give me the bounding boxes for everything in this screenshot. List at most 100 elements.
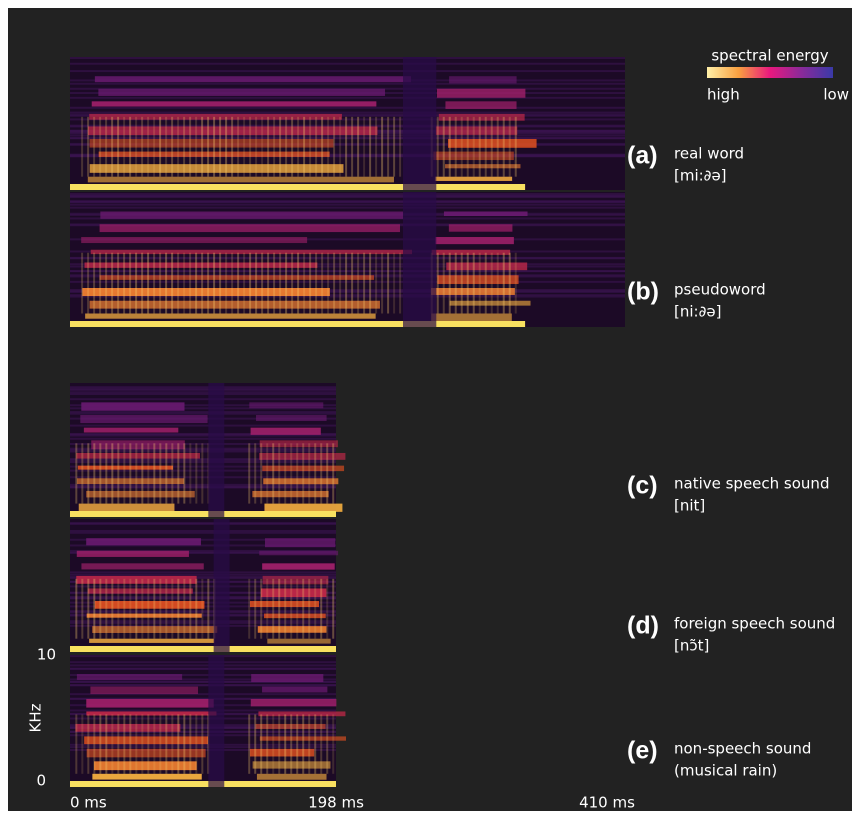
noise-band [70,206,625,209]
striation [460,252,463,314]
silence [208,655,225,787]
striation [309,116,312,177]
striation [375,116,378,177]
noise-band [70,265,625,268]
formant [259,736,347,741]
striation [339,116,342,177]
striation [141,443,144,504]
striation [105,578,108,639]
striation [177,714,180,774]
striation [308,443,311,504]
striation [284,443,287,504]
formant [262,575,329,585]
striation [135,443,138,504]
formant [83,427,179,433]
noise-band [70,111,625,114]
noise-band [70,529,336,532]
striation [171,252,174,314]
noise-band [70,134,625,137]
striation [333,252,336,314]
y-axis-label: KHz [27,703,45,732]
striation [129,252,132,314]
formant [98,88,386,96]
striation [177,578,180,639]
panel-detail: [mi:∂ə] [674,167,727,185]
striation [399,116,402,177]
noise-band [70,195,625,198]
striation [195,714,198,774]
noise-band [70,724,336,727]
formant [262,563,335,570]
striation [105,714,108,774]
striation [303,252,306,314]
noise-band [70,70,625,73]
striation [387,116,390,177]
spectrogram [70,519,339,652]
formant [257,626,327,633]
striation [484,116,487,177]
noise-band [70,614,336,617]
striation [472,252,475,314]
striation [105,116,108,177]
noise-band [70,424,336,427]
formant [94,76,411,83]
striation [141,714,144,774]
formant [81,402,185,411]
striation [442,252,445,314]
panel-label: foreign speech sound [674,615,835,633]
striation [327,116,330,177]
striation [231,116,234,177]
formant [100,211,404,219]
striation [111,714,114,774]
formant [249,402,324,409]
striation [466,116,469,177]
noise-band [70,57,625,60]
striation [290,714,293,774]
noise-band [70,82,625,85]
striation [177,443,180,504]
striation [290,443,293,504]
striation [381,116,384,177]
striation [123,116,126,177]
noise-band [70,386,336,389]
noise-band [70,730,336,733]
striation [153,443,156,504]
striation [454,116,457,177]
striation [87,443,90,504]
striation [502,116,505,177]
striation [147,714,150,774]
noise-band [70,290,625,293]
formant [94,601,205,609]
noise-band [70,743,336,746]
noise-band [70,674,336,677]
spectrogram [70,57,625,190]
striation [363,252,366,314]
striation [484,252,487,314]
noise-band [70,734,336,737]
noise-band [70,434,336,437]
formant [445,101,517,109]
striation [302,443,305,504]
striation [260,714,263,774]
striation [177,116,180,177]
striation [201,116,204,177]
silence [403,192,437,327]
striation [320,714,323,774]
striation [508,116,511,177]
striation [153,578,156,639]
formant [98,151,330,157]
noise-band [70,153,625,156]
formant [81,237,308,244]
striation [243,116,246,177]
formant [262,465,345,472]
striation [448,252,451,314]
striation [183,252,186,314]
formant [249,748,315,757]
noise-band [70,404,336,407]
striation [147,252,150,314]
formant [84,736,208,745]
formant [85,313,376,319]
panel-detail: [ni:∂ə] [674,303,721,321]
striation [460,116,463,177]
